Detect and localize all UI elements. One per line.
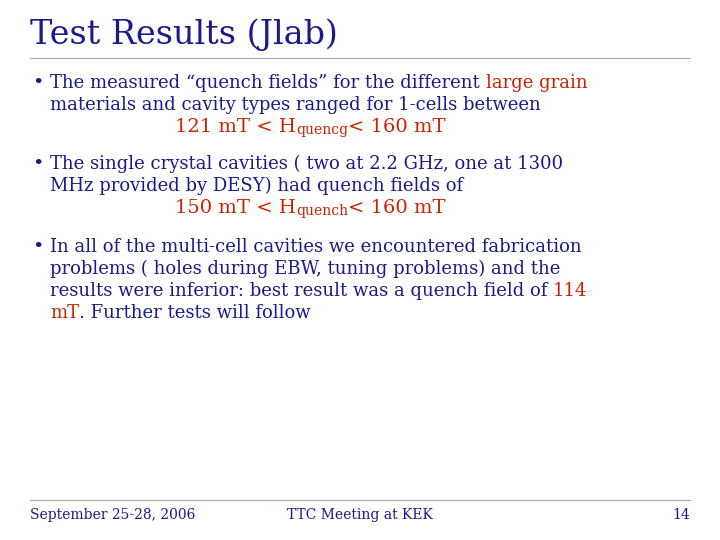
Text: Test Results (Jlab): Test Results (Jlab) xyxy=(30,18,338,51)
Text: mT: mT xyxy=(50,304,79,322)
Text: MHz provided by DESY) had quench fields of: MHz provided by DESY) had quench fields … xyxy=(50,177,463,195)
Text: < 160 mT: < 160 mT xyxy=(348,118,446,136)
Text: TTC Meeting at KEK: TTC Meeting at KEK xyxy=(287,508,433,522)
Text: •: • xyxy=(32,155,43,173)
Text: 114: 114 xyxy=(553,282,588,300)
Text: September 25-28, 2006: September 25-28, 2006 xyxy=(30,508,195,522)
Text: quencg: quencg xyxy=(296,123,348,137)
Text: materials and cavity types ranged for 1-cells between: materials and cavity types ranged for 1-… xyxy=(50,96,541,114)
Text: 14: 14 xyxy=(672,508,690,522)
Text: quench: quench xyxy=(296,204,348,218)
Text: 150 mT < H: 150 mT < H xyxy=(175,199,296,217)
Text: < 160 mT: < 160 mT xyxy=(348,199,446,217)
Text: problems ( holes during EBW, tuning problems) and the: problems ( holes during EBW, tuning prob… xyxy=(50,260,560,278)
Text: •: • xyxy=(32,238,43,256)
Text: The single crystal cavities ( two at 2.2 GHz, one at 1300: The single crystal cavities ( two at 2.2… xyxy=(50,155,563,173)
Text: results were inferior: best result was a quench field of: results were inferior: best result was a… xyxy=(50,282,553,300)
Text: The measured “quench fields” for the different: The measured “quench fields” for the dif… xyxy=(50,74,485,92)
Text: . Further tests will follow: . Further tests will follow xyxy=(79,304,310,322)
Text: In all of the multi-cell cavities we encountered fabrication: In all of the multi-cell cavities we enc… xyxy=(50,238,582,256)
Text: •: • xyxy=(32,74,43,92)
Text: 121 mT < H: 121 mT < H xyxy=(175,118,296,136)
Text: large grain: large grain xyxy=(485,74,587,92)
